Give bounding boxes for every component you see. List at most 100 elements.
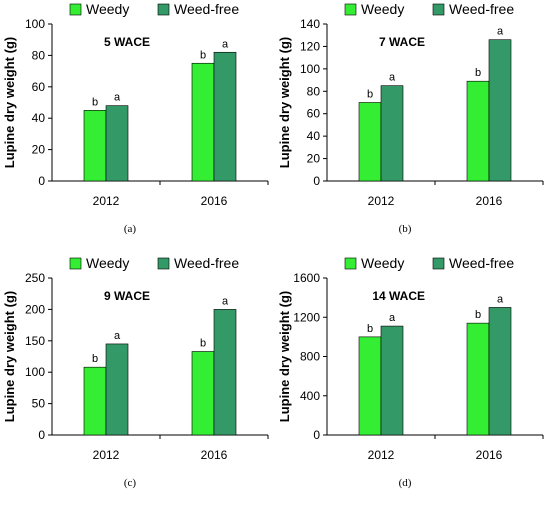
y-tick-label: 40 (32, 111, 46, 125)
bar-weedy-2016 (191, 62, 215, 182)
bar-weed-free-2012 (380, 325, 404, 436)
bar-weed-free-2016 (488, 307, 512, 436)
panel-caption: (a) (124, 223, 137, 235)
legend-label-weed-free: Weed-free (174, 255, 239, 271)
legend-swatch-weedy (69, 3, 82, 16)
x-tick-label-2016: 2016 (476, 194, 503, 208)
y-tick-label: 1600 (293, 271, 320, 285)
y-tick-label: 120 (300, 39, 320, 53)
y-tick-label: 150 (25, 334, 45, 348)
x-tick-label-2012: 2012 (93, 448, 120, 462)
y-tick-label: 0 (313, 428, 320, 442)
bar-weed-free-2016 (213, 51, 237, 182)
significance-letter: b (367, 323, 373, 335)
y-tick-label: 0 (313, 174, 320, 188)
significance-letter: b (92, 96, 98, 108)
y-axis-title: Lupine dry weight (g) (277, 291, 292, 422)
bar-chart-b: Weedy Weed-free Lupine dry weight (g) 0 20 40… (277, 1, 544, 235)
panel-title: 9 WACE (104, 289, 150, 303)
bar-weedy-2012 (83, 110, 107, 182)
x-tick-label-2016: 2016 (201, 448, 228, 462)
x-tick-label-2012: 2012 (93, 194, 120, 208)
y-tick-label: 40 (307, 129, 321, 143)
x-tick-label-2016: 2016 (201, 194, 228, 208)
significance-letter: a (389, 72, 396, 84)
x-tick-label-2012: 2012 (368, 448, 395, 462)
significance-letter: b (475, 309, 481, 321)
bar-weedy-2016 (191, 351, 215, 436)
legend-label-weed-free: Weed-free (174, 1, 239, 17)
y-axis-title: Lupine dry weight (g) (2, 37, 17, 168)
significance-letter: a (497, 293, 504, 305)
y-tick-label: 20 (307, 152, 321, 166)
y-tick-label: 800 (300, 350, 320, 364)
y-tick-label: 20 (32, 143, 46, 157)
bar-weedy-2016 (466, 80, 490, 182)
panel-caption: (d) (399, 477, 412, 489)
legend-swatch-weed-free (157, 3, 170, 16)
y-tick-label: 200 (25, 302, 45, 316)
chart-panel-c: Weedy Weed-free Lupine dry weight (g) 0 50 10… (0, 254, 275, 508)
significance-letter: a (497, 26, 504, 38)
legend-swatch-weed-free (157, 257, 170, 270)
legend-label-weed-free: Weed-free (449, 255, 514, 271)
x-tick-label-2012: 2012 (368, 194, 395, 208)
bar-weed-free-2016 (488, 39, 512, 182)
y-tick-label: 60 (32, 80, 46, 94)
y-axis-title: Lupine dry weight (g) (2, 291, 17, 422)
x-tick-label-2016: 2016 (476, 448, 503, 462)
y-tick-label: 0 (38, 174, 45, 188)
bar-weedy-2012 (83, 366, 107, 436)
bar-weed-free-2012 (105, 105, 129, 182)
legend-label-weed-free: Weed-free (449, 1, 514, 17)
significance-letter: b (367, 89, 373, 101)
y-tick-label: 100 (300, 62, 320, 76)
y-tick-label: 250 (25, 271, 45, 285)
panel-title: 14 WACE (372, 289, 425, 303)
y-tick-label: 400 (300, 389, 320, 403)
legend-swatch-weedy (344, 3, 357, 16)
bar-weed-free-2012 (380, 85, 404, 182)
legend-label-weedy: Weedy (361, 1, 404, 17)
legend-swatch-weed-free (432, 257, 445, 270)
y-tick-label: 80 (32, 48, 46, 62)
significance-letter: b (200, 337, 206, 349)
y-tick-label: 100 (25, 365, 45, 379)
legend-label-weedy: Weedy (86, 255, 129, 271)
bar-weedy-2012 (358, 102, 382, 182)
significance-letter: b (200, 49, 206, 61)
bar-chart-d: Weedy Weed-free Lupine dry weight (g) 0 400 8… (277, 255, 544, 489)
chart-panel-a: Weedy Weed-free Lupine dry weight (g) 0 20 40… (0, 0, 275, 254)
bar-weedy-2016 (466, 322, 490, 436)
legend-label-weedy: Weedy (361, 255, 404, 271)
legend-swatch-weed-free (432, 3, 445, 16)
bar-chart-a: Weedy Weed-free Lupine dry weight (g) 0 20 40… (2, 1, 269, 235)
bar-weed-free-2012 (105, 343, 129, 436)
panel-caption: (c) (124, 477, 137, 489)
significance-letter: a (114, 92, 121, 104)
panel-title: 5 WACE (104, 35, 150, 49)
y-tick-label: 100 (25, 17, 45, 31)
y-tick-label: 0 (38, 428, 45, 442)
chart-panel-b: Weedy Weed-free Lupine dry weight (g) 0 20 40… (275, 0, 550, 254)
significance-letter: b (92, 353, 98, 365)
significance-letter: a (114, 330, 121, 342)
y-tick-label: 60 (307, 107, 321, 121)
significance-letter: b (475, 67, 481, 79)
significance-letter: a (222, 38, 229, 50)
legend-swatch-weedy (69, 257, 82, 270)
panel-title: 7 WACE (379, 35, 425, 49)
bar-weed-free-2016 (213, 309, 237, 436)
y-tick-label: 80 (307, 84, 321, 98)
panel-caption: (b) (399, 223, 412, 235)
legend-label-weedy: Weedy (86, 1, 129, 17)
y-tick-label: 1200 (293, 310, 320, 324)
significance-letter: a (389, 312, 396, 324)
chart-panel-d: Weedy Weed-free Lupine dry weight (g) 0 400 8… (275, 254, 550, 508)
y-axis-title: Lupine dry weight (g) (277, 37, 292, 168)
y-tick-label: 50 (32, 397, 46, 411)
significance-letter: a (222, 295, 229, 307)
y-tick-label: 140 (300, 17, 320, 31)
bar-chart-c: Weedy Weed-free Lupine dry weight (g) 0 50 10… (2, 255, 269, 489)
bar-weedy-2012 (358, 336, 382, 436)
